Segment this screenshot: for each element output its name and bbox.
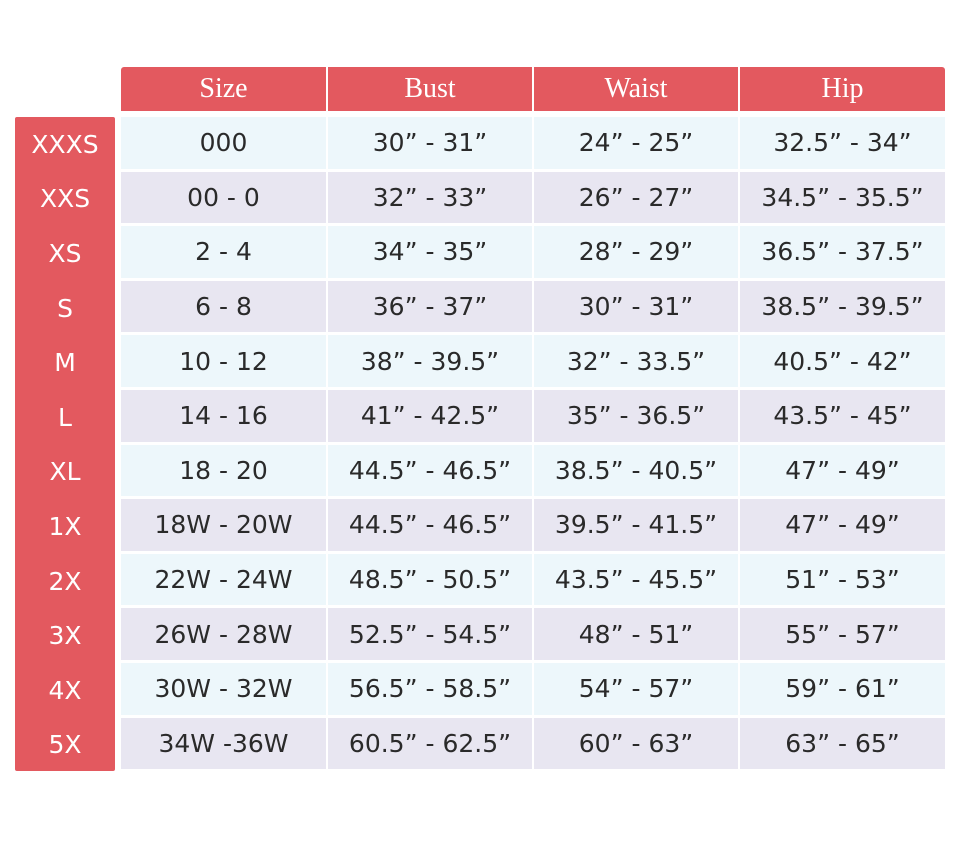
table-cell: 10 - 12 bbox=[121, 335, 326, 387]
table-cell: 39.5” - 41.5” bbox=[534, 499, 738, 551]
row-label: S bbox=[57, 293, 73, 323]
table-cell: 59” - 61” bbox=[740, 663, 945, 715]
table-cell: 28” - 29” bbox=[534, 226, 738, 278]
table-cell: 35” - 36.5” bbox=[534, 390, 738, 442]
table-cell: 14 - 16 bbox=[121, 390, 326, 442]
table-cell: 38” - 39.5” bbox=[328, 335, 532, 387]
table-cell: 56.5” - 58.5” bbox=[328, 663, 532, 715]
table-cell: 000 bbox=[121, 117, 326, 169]
table-cell: 48.5” - 50.5” bbox=[328, 553, 532, 606]
table-cell: 18 - 20 bbox=[121, 444, 326, 497]
table-cell: 51” - 53” bbox=[740, 553, 945, 606]
column-header: Hip bbox=[740, 67, 945, 111]
column-header: Waist bbox=[534, 67, 738, 111]
table-cell: 32” - 33.5” bbox=[534, 335, 738, 387]
table-cell: 26W - 28W bbox=[121, 608, 326, 660]
table-cell: 36” - 37” bbox=[328, 280, 532, 333]
table-cell: 18W - 20W bbox=[121, 499, 326, 551]
table-cell: 38.5” - 40.5” bbox=[534, 444, 738, 497]
table-cell: 52.5” - 54.5” bbox=[328, 608, 532, 660]
table-cell: 48” - 51” bbox=[534, 608, 738, 660]
table-cell: 43.5” - 45” bbox=[740, 390, 945, 442]
table-cell: 55” - 57” bbox=[740, 608, 945, 660]
table-cell: 2 - 4 bbox=[121, 226, 326, 278]
table-cell: 30” - 31” bbox=[534, 280, 738, 333]
table-cell: 44.5” - 46.5” bbox=[328, 499, 532, 551]
table-cell: 34W -36W bbox=[121, 717, 326, 770]
row-label: XXS bbox=[39, 184, 91, 214]
row-label: 1X bbox=[48, 511, 82, 541]
table-cell: 60.5” - 62.5” bbox=[328, 717, 532, 770]
table-cell: 44.5” - 46.5” bbox=[328, 444, 532, 497]
table-cell: 24” - 25” bbox=[534, 117, 738, 169]
table-cell: 41” - 42.5” bbox=[328, 390, 532, 442]
row-label: L bbox=[58, 402, 72, 432]
table-cell: 47” - 49” bbox=[740, 499, 945, 551]
table-cell: 60” - 63” bbox=[534, 717, 738, 770]
table-cell: 38.5” - 39.5” bbox=[740, 280, 945, 333]
column-header: Bust bbox=[328, 67, 532, 111]
row-label: 4X bbox=[48, 675, 82, 705]
table-cell: 6 - 8 bbox=[121, 280, 326, 333]
table-cell: 34.5” - 35.5” bbox=[740, 171, 945, 224]
table-cell: 34” - 35” bbox=[328, 226, 532, 278]
table-cell: 47” - 49” bbox=[740, 444, 945, 497]
table-cell: 32” - 33” bbox=[328, 171, 532, 224]
table-cell: 26” - 27” bbox=[534, 171, 738, 224]
row-label: XS bbox=[48, 238, 82, 268]
table-cell: 00 - 0 bbox=[121, 171, 326, 224]
row-label: 2X bbox=[48, 566, 82, 596]
row-label: XXXS bbox=[31, 129, 99, 159]
table-cell: 40.5” - 42” bbox=[740, 335, 945, 387]
row-label: 5X bbox=[48, 730, 82, 760]
row-label: 3X bbox=[48, 621, 82, 651]
column-header: Size bbox=[121, 67, 326, 111]
table-cell: 63” - 65” bbox=[740, 717, 945, 770]
table-cell: 54” - 57” bbox=[534, 663, 738, 715]
row-label-band bbox=[15, 117, 115, 771]
table-cell: 30” - 31” bbox=[328, 117, 532, 169]
table-cell: 22W - 24W bbox=[121, 553, 326, 606]
row-label: XL bbox=[49, 457, 81, 487]
table-cell: 30W - 32W bbox=[121, 663, 326, 715]
table-cell: 43.5” - 45.5” bbox=[534, 553, 738, 606]
table-cell: 32.5” - 34” bbox=[740, 117, 945, 169]
row-label: M bbox=[54, 348, 76, 378]
table-cell: 36.5” - 37.5” bbox=[740, 226, 945, 278]
